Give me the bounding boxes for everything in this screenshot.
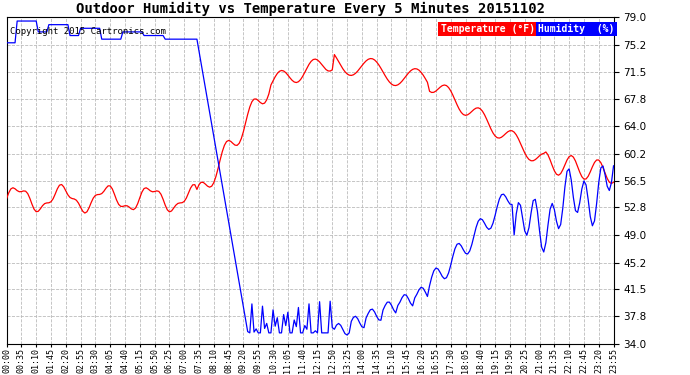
Text: Temperature (°F): Temperature (°F) [440, 24, 535, 34]
Text: Humidity  (%): Humidity (%) [538, 24, 615, 34]
Text: Copyright 2015 Cartronics.com: Copyright 2015 Cartronics.com [10, 27, 166, 36]
Title: Outdoor Humidity vs Temperature Every 5 Minutes 20151102: Outdoor Humidity vs Temperature Every 5 … [76, 2, 544, 16]
